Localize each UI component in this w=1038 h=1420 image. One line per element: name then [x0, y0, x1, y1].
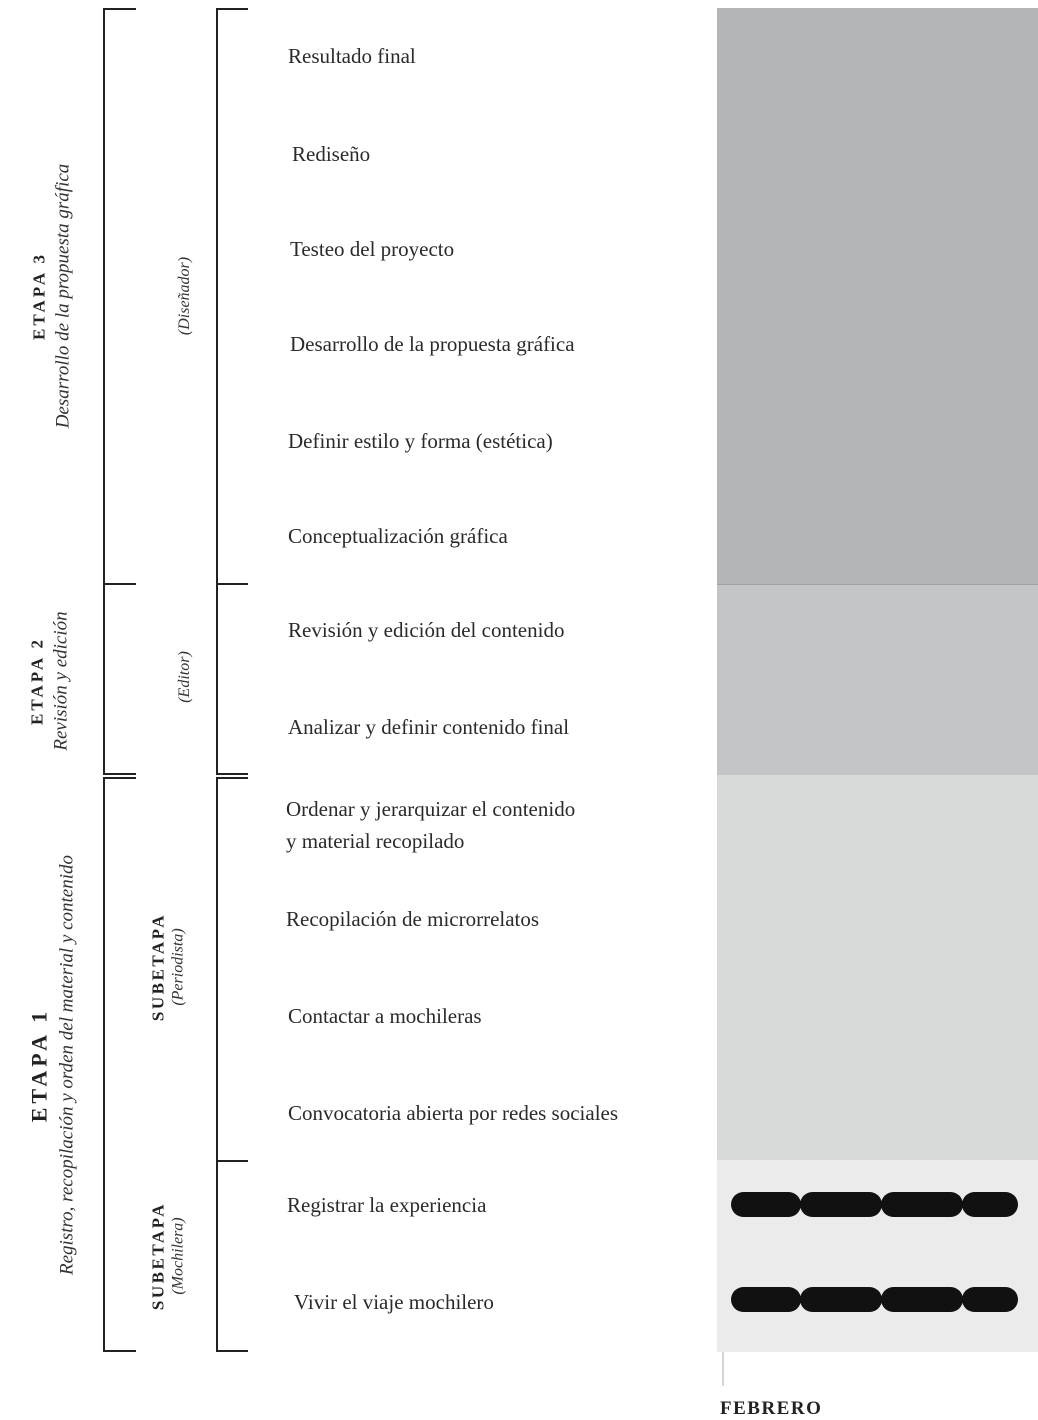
- bar-segment: [962, 1287, 1018, 1312]
- task-definir-estilo: Definir estilo y forma (estética): [288, 429, 553, 453]
- task-recopilacion-microrrelatos: Recopilación de microrrelatos: [286, 907, 540, 931]
- stage-subtitle-etapa1: Registro, recopilación y orden del mater…: [55, 854, 77, 1276]
- band-subetapa-mochilera: [717, 1160, 1038, 1352]
- month-label: FEBRERO: [720, 1398, 823, 1419]
- month-tick: [722, 1352, 724, 1386]
- task-testeo: Testeo del proyecto: [290, 237, 455, 261]
- stage-label-etapa1: ETAPA 1 Registro, recopilación y orden d…: [25, 855, 78, 1275]
- stage-label-etapa3: ETAPA 3 Desarrollo de la propuesta gráfi…: [29, 164, 76, 429]
- task-registrar-experiencia: Registrar la experiencia: [287, 1193, 487, 1217]
- role-label-disenador: (Diseñador): [175, 257, 195, 335]
- substage-title-periodista: SUBETAPA: [148, 912, 168, 1022]
- task-desarrollo-propuesta: Desarrollo de la propuesta gráfica: [290, 332, 575, 356]
- bar-segment: [881, 1192, 963, 1217]
- substage-label-mochilera: SUBETAPA (Mochilera): [147, 1202, 188, 1310]
- bar-segment: [962, 1192, 1018, 1217]
- stage-label-etapa2: ETAPA 2 Revisión y edición: [27, 611, 74, 750]
- stage-title-etapa1: ETAPA 1: [26, 1007, 52, 1123]
- stage-subtitle-etapa3: Desarrollo de la propuesta gráfica: [52, 163, 74, 429]
- band-subetapa-periodista: [717, 775, 1038, 1160]
- task-rediseno: Rediseño: [292, 142, 371, 166]
- task-conceptualizacion: Conceptualización gráfica: [288, 524, 508, 548]
- bar-segment: [731, 1192, 801, 1217]
- role-label-editor: (Editor): [175, 651, 195, 703]
- task-convocatoria: Convocatoria abierta por redes sociales: [288, 1101, 619, 1125]
- task-ordenar-jerarquizar: Ordenar y jerarquizar el contenido: [286, 797, 576, 821]
- substage-title-mochilera: SUBETAPA: [148, 1201, 168, 1311]
- band-etapa3: [717, 8, 1038, 585]
- substage-label-periodista: SUBETAPA (Periodista): [147, 913, 188, 1021]
- role-periodista: (Periodista): [169, 928, 187, 1006]
- bar-segment: [800, 1192, 882, 1217]
- bar-segment: [800, 1287, 882, 1312]
- band-etapa2: [717, 585, 1038, 775]
- stage-title-etapa3: ETAPA 3: [29, 252, 49, 340]
- stage-subtitle-etapa2: Revisión y edición: [50, 611, 72, 751]
- task-analizar-definir: Analizar y definir contenido final: [288, 715, 570, 739]
- role-editor: (Editor): [176, 651, 193, 703]
- task-contactar-mochileras: Contactar a mochileras: [288, 1004, 482, 1028]
- bar-segment: [731, 1287, 801, 1312]
- task-ordenar-jerarquizar-line2: y material recopilado: [286, 829, 465, 853]
- band-divider: [717, 584, 1038, 585]
- role-mochilera: (Mochilera): [169, 1217, 187, 1295]
- stage-title-etapa2: ETAPA 2: [27, 637, 47, 725]
- role-disenador: (Diseñador): [176, 256, 193, 336]
- task-revision-edicion: Revisión y edición del contenido: [288, 618, 565, 642]
- bar-segment: [881, 1287, 963, 1312]
- task-vivir-viaje: Vivir el viaje mochilero: [294, 1290, 494, 1314]
- task-resultado-final: Resultado final: [288, 44, 416, 68]
